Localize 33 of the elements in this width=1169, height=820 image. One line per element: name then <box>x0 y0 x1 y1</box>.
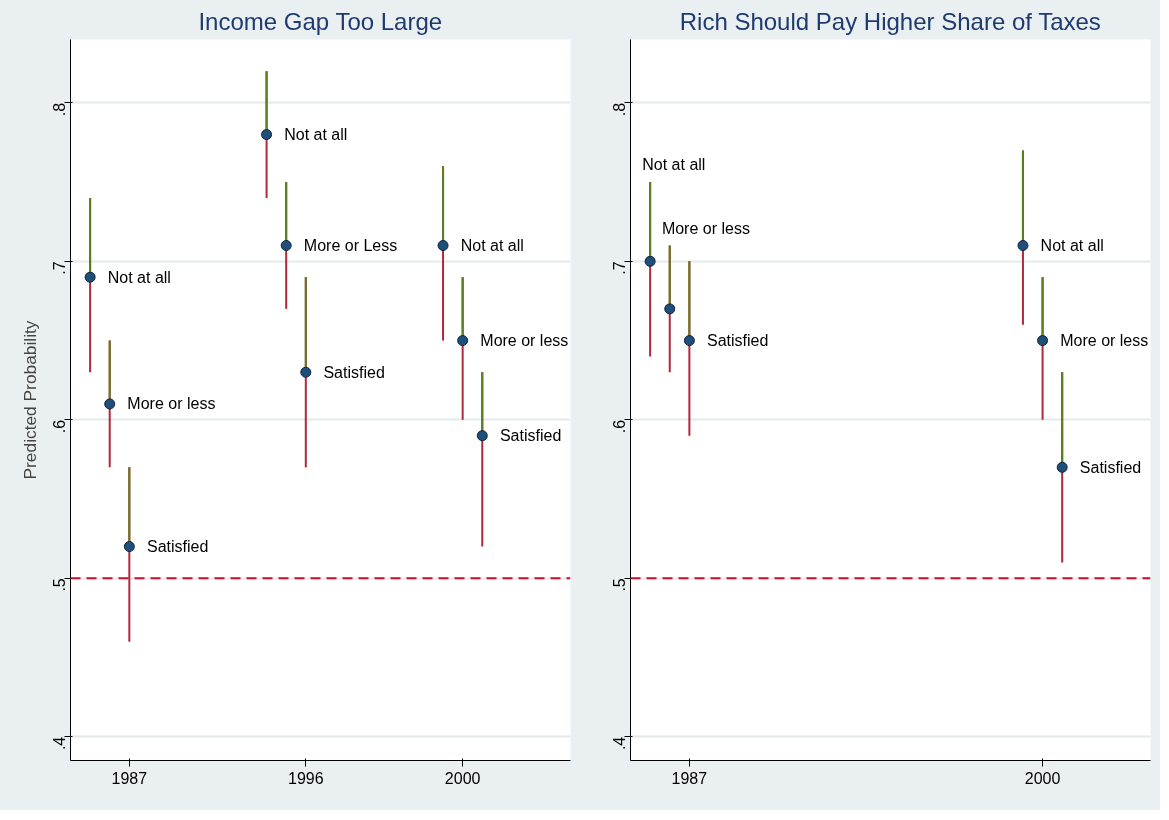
x-tick-label: 1996 <box>288 769 324 787</box>
y-tick-label: .5 <box>51 578 69 592</box>
data-label: More or less <box>661 219 750 237</box>
y-tick-label: .8 <box>51 102 69 117</box>
x-tick-label: 1987 <box>111 769 148 787</box>
data-label: Not at all <box>460 237 524 254</box>
x-tick-label: 2000 <box>444 769 481 787</box>
data-label: Not at all <box>642 156 706 174</box>
x-tick-label: 2000 <box>1024 769 1061 787</box>
y-tick-label: .6 <box>51 419 69 434</box>
y-tick-label: .5 <box>611 578 629 592</box>
data-label: Satisfied <box>1079 458 1142 476</box>
data-label: Satisfied <box>499 427 562 445</box>
y-tick-label: .7 <box>51 261 69 275</box>
y-axis-title: Predicted Probability <box>19 320 40 480</box>
data-label: More or Less <box>303 237 398 254</box>
y-tick-label: .6 <box>611 419 629 434</box>
data-label: Not at all <box>1040 237 1104 254</box>
y-tick-label: .4 <box>51 736 69 751</box>
chart-title: Rich Should Pay Higher Share of Taxes <box>679 7 1101 35</box>
data-label: Satisfied <box>146 538 209 556</box>
x-tick-label: 1987 <box>671 769 708 787</box>
data-label: Satisfied <box>323 363 385 381</box>
chart-title: Income Gap Too Large <box>198 7 443 35</box>
data-label: Not at all <box>284 126 348 144</box>
data-label: More or less <box>480 332 569 350</box>
data-label: More or less <box>127 395 216 413</box>
data-label: Satisfied <box>707 332 769 350</box>
y-tick-label: .8 <box>611 102 629 117</box>
y-tick-label: .4 <box>611 736 629 751</box>
data-label: More or less <box>1060 332 1149 350</box>
data-label: Not at all <box>107 268 171 286</box>
y-tick-label: .7 <box>611 261 629 275</box>
